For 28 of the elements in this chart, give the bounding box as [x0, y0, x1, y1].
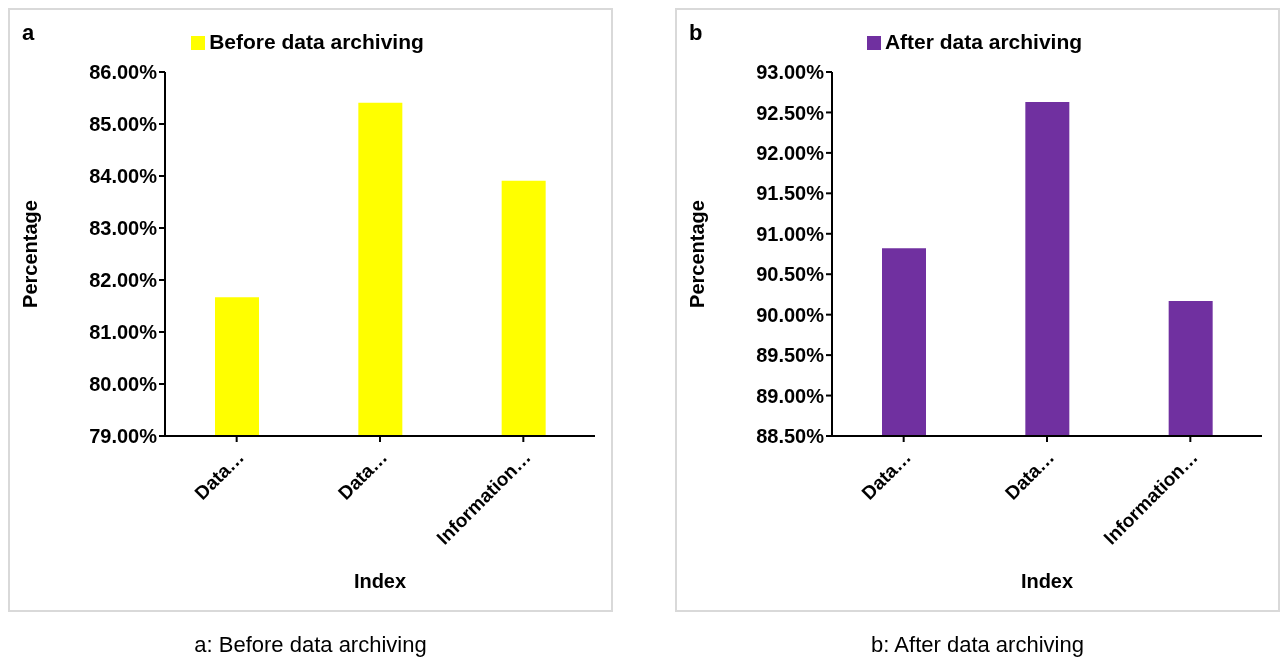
y-tick-label: 90.00% [756, 303, 825, 326]
y-tick-label: 81.00% [89, 321, 158, 344]
y-tick-label: 93.00% [756, 61, 825, 84]
y-axis-title: Percentage [19, 200, 42, 308]
chart-title: a [22, 20, 35, 46]
y-tick-label: 79.00% [89, 425, 158, 448]
legend-label: After data archiving [884, 30, 1083, 53]
y-tick-label: 91.00% [756, 222, 825, 245]
y-tick-label: 89.00% [756, 384, 825, 407]
y-tick-label: 92.50% [756, 101, 825, 124]
text: a: Before data archiving [193, 632, 428, 658]
y-tick-label: 83.00% [89, 217, 158, 240]
y-tick-label: 90.50% [756, 263, 825, 286]
y-tick-label: 85.00% [89, 113, 158, 136]
y-tick-label: 88.50% [756, 425, 825, 448]
x-axis-title: Index [353, 570, 407, 592]
x-axis-title: Index [1020, 570, 1074, 592]
y-tick-label: 89.50% [756, 344, 825, 367]
text: b: After data archiving [870, 632, 1085, 658]
y-tick-label: 84.00% [89, 165, 158, 188]
y-tick-label: 92.00% [756, 141, 825, 164]
y-axis-title: Percentage [686, 200, 709, 308]
y-tick-label: 91.50% [756, 182, 825, 205]
legend-label: Before data archiving [209, 30, 424, 53]
y-tick-label: 86.00% [89, 61, 158, 84]
chart-title: b [689, 20, 703, 46]
y-tick-label: 82.00% [89, 269, 158, 292]
y-tick-label: 80.00% [89, 373, 158, 396]
